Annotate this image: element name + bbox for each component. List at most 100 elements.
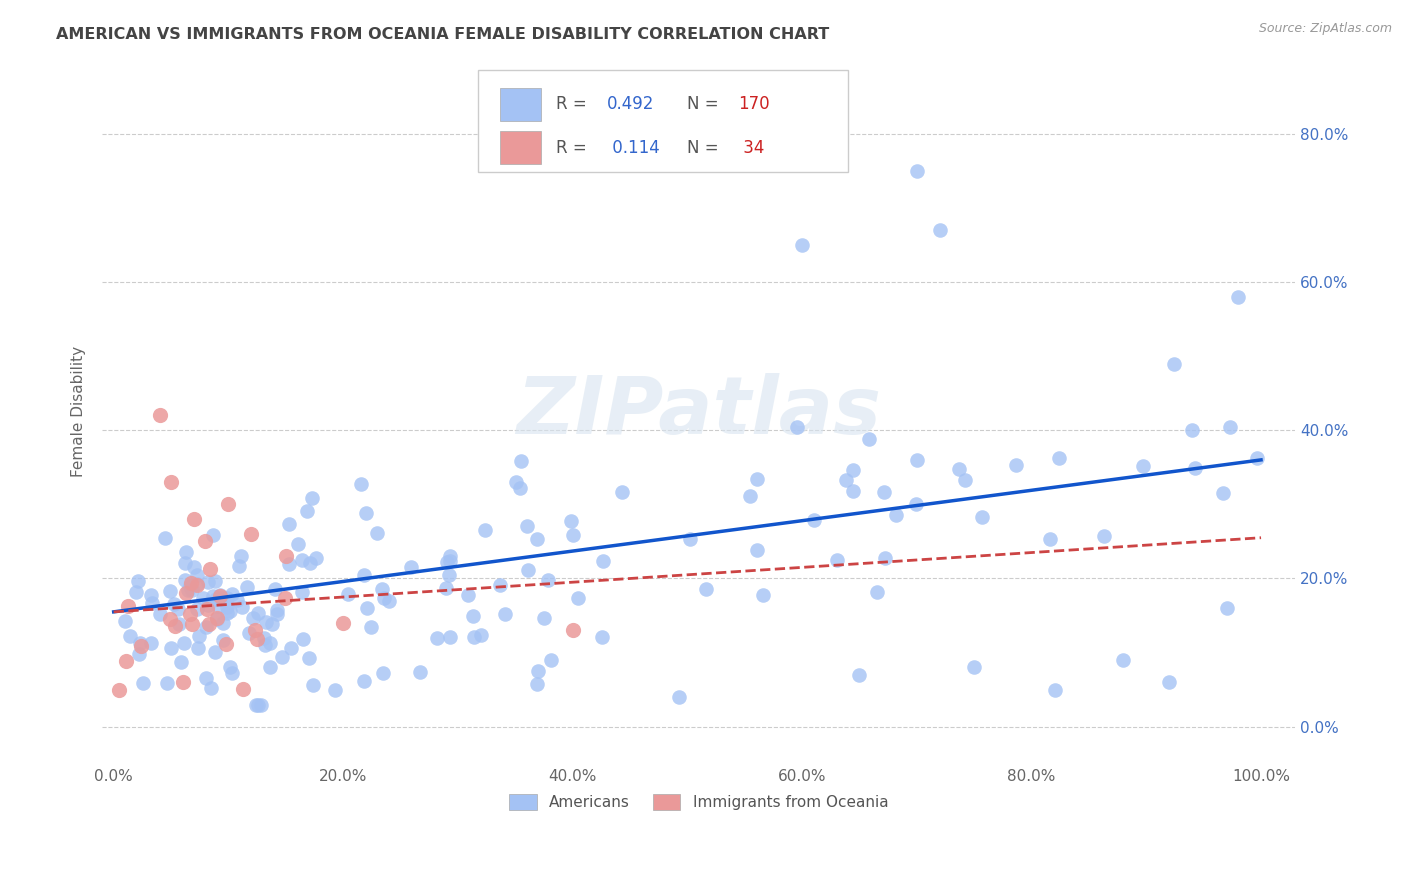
- Point: [561, 624, 583, 638]
- Text: 0.492: 0.492: [607, 95, 654, 113]
- Point: [533, 611, 555, 625]
- Point: [350, 476, 373, 491]
- Point: [745, 472, 768, 486]
- Point: [803, 512, 825, 526]
- Point: [217, 600, 239, 615]
- Point: [1163, 357, 1185, 371]
- Point: [474, 523, 496, 537]
- Point: [948, 462, 970, 476]
- Point: [186, 577, 208, 591]
- Point: [221, 665, 243, 680]
- Point: [183, 560, 205, 574]
- Point: [356, 601, 378, 615]
- Point: [129, 635, 152, 649]
- Point: [186, 578, 208, 592]
- Point: [198, 562, 221, 576]
- Point: [215, 636, 238, 650]
- Point: [197, 617, 219, 632]
- Point: [252, 631, 274, 645]
- Point: [517, 563, 540, 577]
- Point: [1159, 675, 1181, 690]
- Point: [399, 560, 422, 574]
- Point: [610, 484, 633, 499]
- Point: [463, 630, 485, 644]
- Point: [366, 525, 388, 540]
- Point: [177, 582, 200, 597]
- Point: [905, 452, 928, 467]
- Point: [1181, 423, 1204, 437]
- Point: [231, 599, 253, 614]
- Text: N =: N =: [688, 95, 718, 113]
- Point: [208, 589, 231, 603]
- Point: [191, 591, 214, 606]
- Point: [204, 574, 226, 589]
- Point: [280, 641, 302, 656]
- Point: [323, 682, 346, 697]
- Point: [1043, 682, 1066, 697]
- Point: [118, 629, 141, 643]
- Point: [537, 573, 560, 587]
- Point: [353, 674, 375, 689]
- Point: [752, 588, 775, 602]
- Point: [835, 473, 858, 487]
- Point: [259, 636, 281, 650]
- Text: 170: 170: [738, 95, 770, 113]
- Point: [108, 682, 131, 697]
- FancyBboxPatch shape: [499, 87, 541, 120]
- Point: [229, 549, 252, 563]
- Point: [1246, 450, 1268, 465]
- Point: [360, 620, 382, 634]
- Point: [955, 473, 977, 487]
- Point: [219, 660, 242, 674]
- Point: [1219, 419, 1241, 434]
- Point: [745, 543, 768, 558]
- Point: [132, 675, 155, 690]
- Point: [790, 238, 813, 252]
- Point: [180, 575, 202, 590]
- Point: [194, 534, 217, 549]
- Point: [179, 579, 201, 593]
- Point: [277, 558, 299, 572]
- Point: [842, 484, 865, 499]
- Point: [886, 508, 908, 522]
- Point: [865, 584, 887, 599]
- Point: [291, 553, 314, 567]
- Point: [1132, 459, 1154, 474]
- Point: [129, 639, 152, 653]
- Point: [240, 527, 263, 541]
- Point: [259, 660, 281, 674]
- Point: [225, 593, 247, 607]
- Point: [160, 640, 183, 655]
- Point: [1112, 653, 1135, 667]
- Point: [238, 626, 260, 640]
- Point: [139, 635, 162, 649]
- Point: [127, 574, 149, 589]
- Point: [842, 463, 865, 477]
- Point: [195, 671, 218, 685]
- Point: [786, 419, 808, 434]
- Point: [970, 510, 993, 524]
- Point: [186, 602, 208, 616]
- Point: [439, 567, 461, 582]
- Point: [174, 556, 197, 570]
- Point: [1215, 601, 1237, 615]
- FancyBboxPatch shape: [478, 70, 848, 172]
- Text: Source: ZipAtlas.com: Source: ZipAtlas.com: [1258, 22, 1392, 36]
- Point: [254, 615, 277, 630]
- Point: [439, 549, 461, 563]
- Point: [254, 639, 277, 653]
- Point: [117, 599, 139, 613]
- Point: [188, 629, 211, 643]
- Point: [278, 516, 301, 531]
- Point: [489, 578, 512, 592]
- Point: [354, 506, 377, 520]
- Point: [211, 632, 233, 647]
- Point: [139, 588, 162, 602]
- Point: [181, 583, 204, 598]
- Point: [172, 675, 194, 690]
- Point: [905, 163, 928, 178]
- Point: [302, 678, 325, 692]
- Point: [245, 698, 267, 712]
- Point: [848, 668, 870, 682]
- Point: [195, 602, 218, 616]
